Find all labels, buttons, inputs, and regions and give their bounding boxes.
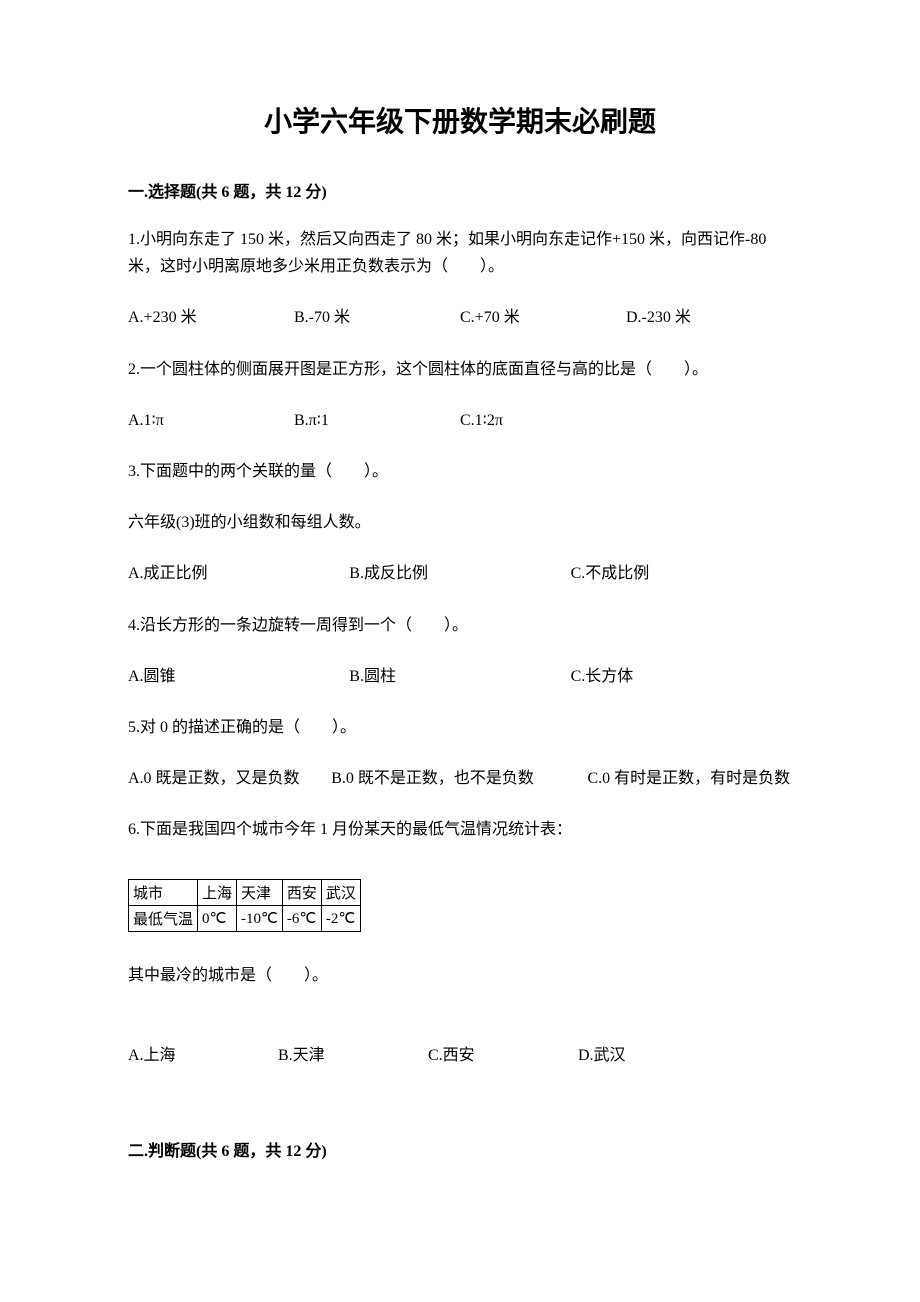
question-5-options: A.0 既是正数，又是负数 B.0 既不是正数，也不是负数 C.0 有时是正数，… bbox=[128, 765, 792, 792]
question-6-text: 6.下面是我国四个城市今年 1 月份某天的最低气温情况统计表： bbox=[128, 816, 792, 843]
q2-option-a: A.1∶π bbox=[128, 407, 294, 434]
page-title: 小学六年级下册数学期末必刷题 bbox=[128, 100, 792, 140]
question-3-options: A.成正比例 B.成反比例 C.不成比例 bbox=[128, 560, 792, 587]
q1-option-c: C.+70 米 bbox=[460, 304, 626, 331]
question-4-options: A.圆锥 B.圆柱 C.长方体 bbox=[128, 663, 792, 690]
q4-option-a: A.圆锥 bbox=[128, 663, 349, 690]
question-1-options: A.+230 米 B.-70 米 C.+70 米 D.-230 米 bbox=[128, 304, 792, 331]
question-1-text: 1.小明向东走了 150 米，然后又向西走了 80 米；如果小明向东走记作+15… bbox=[128, 226, 792, 280]
question-6-options: A.上海 B.天津 C.西安 D.武汉 bbox=[128, 1042, 792, 1069]
q6-option-c: C.西安 bbox=[428, 1042, 578, 1069]
question-3-sub: 六年级(3)班的小组数和每组人数。 bbox=[128, 509, 792, 536]
q5-option-a: A.0 既是正数，又是负数 bbox=[128, 765, 327, 792]
table-header-xian: 西安 bbox=[282, 880, 321, 906]
question-2-options: A.1∶π B.π∶1 C.1∶2π bbox=[128, 407, 792, 434]
q1-option-b: B.-70 米 bbox=[294, 304, 460, 331]
table-header-wuhan: 武汉 bbox=[321, 880, 360, 906]
table-value-xian: -6℃ bbox=[282, 906, 321, 932]
q1-option-d: D.-230 米 bbox=[626, 304, 792, 331]
q6-option-a: A.上海 bbox=[128, 1042, 278, 1069]
q6-option-b: B.天津 bbox=[278, 1042, 428, 1069]
table-header-tianjin: 天津 bbox=[237, 880, 283, 906]
question-6-followup: 其中最冷的城市是（ ）。 bbox=[128, 962, 792, 989]
q3-option-a: A.成正比例 bbox=[128, 560, 349, 587]
question-2-text: 2.一个圆柱体的侧面展开图是正方形，这个圆柱体的底面直径与高的比是（ ）。 bbox=[128, 356, 792, 383]
table-data-row: 最低气温 0℃ -10℃ -6℃ -2℃ bbox=[129, 906, 361, 932]
q3-option-c: C.不成比例 bbox=[571, 560, 792, 587]
table-value-tianjin: -10℃ bbox=[237, 906, 283, 932]
question-4-text: 4.沿长方形的一条边旋转一周得到一个（ ）。 bbox=[128, 612, 792, 639]
temperature-table: 城市 上海 天津 西安 武汉 最低气温 0℃ -10℃ -6℃ -2℃ bbox=[128, 879, 361, 932]
q6-option-d: D.武汉 bbox=[578, 1042, 728, 1069]
section-2-header: 二.判断题(共 6 题，共 12 分) bbox=[128, 1137, 792, 1161]
q4-option-c: C.长方体 bbox=[571, 663, 792, 690]
q5-option-b: B.0 既不是正数，也不是负数 bbox=[331, 765, 583, 792]
table-header-shanghai: 上海 bbox=[198, 880, 237, 906]
q5-option-c: C.0 有时是正数，有时是负数 bbox=[588, 765, 791, 792]
table-value-shanghai: 0℃ bbox=[198, 906, 237, 932]
question-3-text: 3.下面题中的两个关联的量（ ）。 bbox=[128, 458, 792, 485]
q3-option-b: B.成反比例 bbox=[349, 560, 570, 587]
table-header-row: 城市 上海 天津 西安 武汉 bbox=[129, 880, 361, 906]
question-5-text: 5.对 0 的描述正确的是（ ）。 bbox=[128, 714, 792, 741]
table-value-wuhan: -2℃ bbox=[321, 906, 360, 932]
table-row-label: 最低气温 bbox=[129, 906, 198, 932]
q1-option-a: A.+230 米 bbox=[128, 304, 294, 331]
q2-option-c: C.1∶2π bbox=[460, 407, 626, 434]
table-header-city: 城市 bbox=[129, 880, 198, 906]
section-1-header: 一.选择题(共 6 题，共 12 分) bbox=[128, 178, 792, 202]
q2-option-b: B.π∶1 bbox=[294, 407, 460, 434]
q4-option-b: B.圆柱 bbox=[349, 663, 570, 690]
